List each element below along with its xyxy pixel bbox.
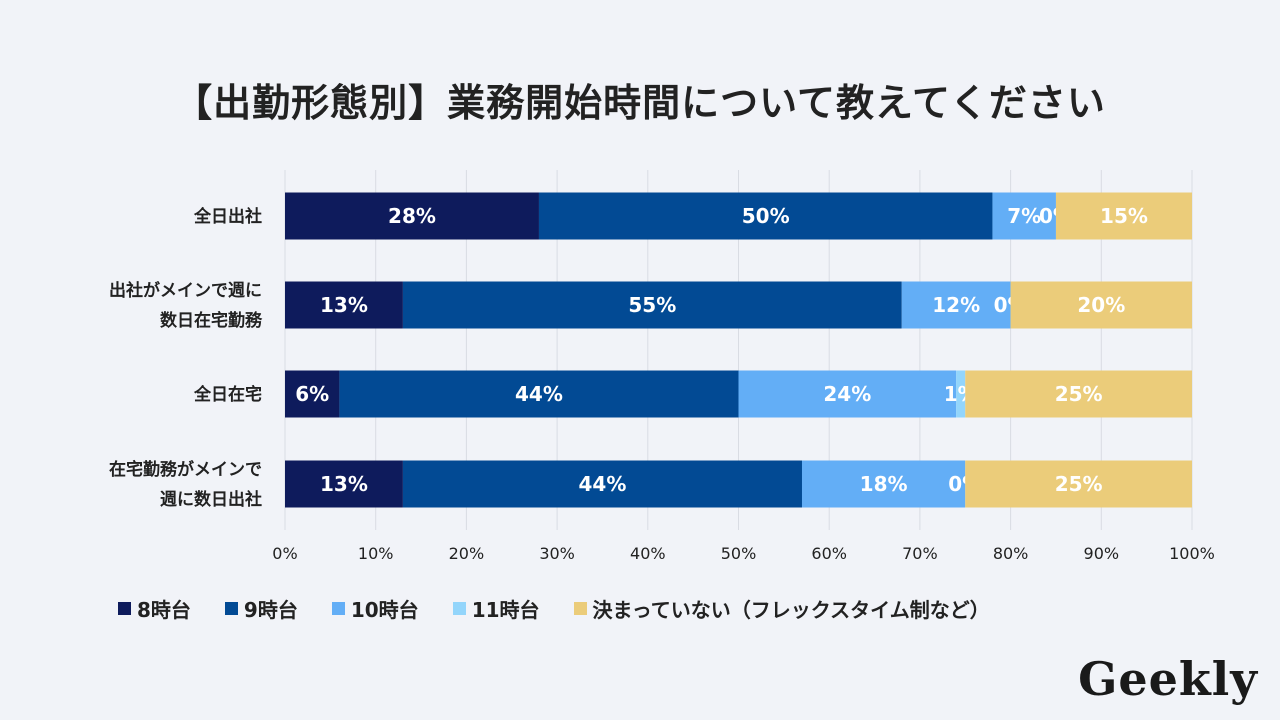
geekly-logo: Geekly	[1078, 652, 1258, 706]
legend-label: 8時台	[137, 598, 191, 622]
legend-item: 9時台	[224, 594, 298, 623]
data-label: 44%	[579, 472, 627, 496]
data-label: 55%	[628, 293, 676, 317]
legend-label: 9時台	[243, 598, 298, 622]
bar-segment	[285, 281, 403, 329]
x-tick-label: 60%	[811, 544, 847, 563]
data-label: 28%	[388, 204, 436, 228]
data-label: 44%	[515, 382, 563, 406]
data-label: 25%	[1055, 382, 1103, 406]
legend-label: 11時台	[471, 598, 540, 622]
legend-swatch	[452, 602, 466, 615]
bar-segment	[965, 370, 1192, 418]
bar-segment	[1010, 281, 1192, 329]
legend-label: 10時台	[350, 598, 419, 622]
bar-segment	[538, 192, 993, 240]
x-tick-label: 0%	[272, 544, 297, 563]
data-label: 24%	[823, 382, 871, 406]
legend-swatch	[118, 602, 131, 615]
category-label: 週に数日出社	[160, 489, 262, 510]
bar-segment	[339, 370, 739, 418]
x-tick-label: 40%	[630, 544, 666, 563]
data-label: 20%	[1077, 293, 1125, 317]
category-label: 全日在宅	[193, 384, 262, 405]
data-label: 13%	[320, 472, 368, 496]
category-label: 全日出社	[193, 206, 262, 227]
category-label: 出社がメインで週に	[109, 280, 262, 301]
category-label: 数日在宅勤務	[160, 310, 263, 331]
data-label: 50%	[742, 204, 790, 228]
legend-swatch	[573, 602, 587, 615]
legend-item: 決まっていない（フレックスタイム制など）	[573, 594, 990, 623]
data-label: 13%	[320, 293, 368, 317]
data-label: 12%	[932, 293, 980, 317]
bar-segment	[738, 370, 957, 418]
x-tick-label: 100%	[1169, 544, 1215, 563]
bar-segment	[402, 460, 802, 508]
bar-segment	[402, 281, 902, 329]
legend-swatch	[331, 602, 345, 615]
chart-title: 【出勤形態別】業務開始時間について教えてください	[174, 81, 1106, 125]
x-tick-label: 30%	[539, 544, 575, 563]
x-tick-label: 90%	[1084, 544, 1120, 563]
x-tick-label: 10%	[358, 544, 394, 563]
x-tick-label: 80%	[993, 544, 1029, 563]
legend-item: 10時台	[331, 594, 419, 623]
x-tick-label: 50%	[721, 544, 757, 563]
bar-segment	[285, 370, 340, 418]
bar-segment	[285, 460, 403, 508]
legend-item: 11時台	[452, 594, 540, 623]
data-label: 15%	[1100, 204, 1148, 228]
bar-segment	[285, 192, 539, 240]
data-label: 25%	[1055, 472, 1103, 496]
bar-segment	[992, 192, 1056, 240]
data-label: 7%	[1007, 204, 1041, 228]
category-label: 在宅勤務がメインで	[109, 459, 262, 480]
chart-legend: 8時台 9時台 10時台 11時台 決まっていない（フレックスタイム制など）	[118, 594, 1024, 623]
bar-segment	[1055, 192, 1192, 240]
stacked-bar-chart: 0% 10% 20% 30% 40% 50% 60% 70% 80% 90% 100% 全日出社出社が…	[109, 170, 1215, 563]
data-label: 18%	[860, 472, 908, 496]
legend-item: 8時台	[118, 594, 191, 623]
x-tick-label: 70%	[902, 544, 938, 563]
legend-swatch	[224, 602, 238, 615]
data-label: 6%	[295, 382, 329, 406]
bar-segment	[801, 460, 966, 508]
legend-label: 決まっていない（フレックスタイム制など）	[592, 598, 990, 622]
bar-segment	[956, 370, 966, 418]
bar-segment	[901, 281, 1011, 329]
bar-segment	[965, 460, 1192, 508]
x-tick-label: 20%	[449, 544, 485, 563]
